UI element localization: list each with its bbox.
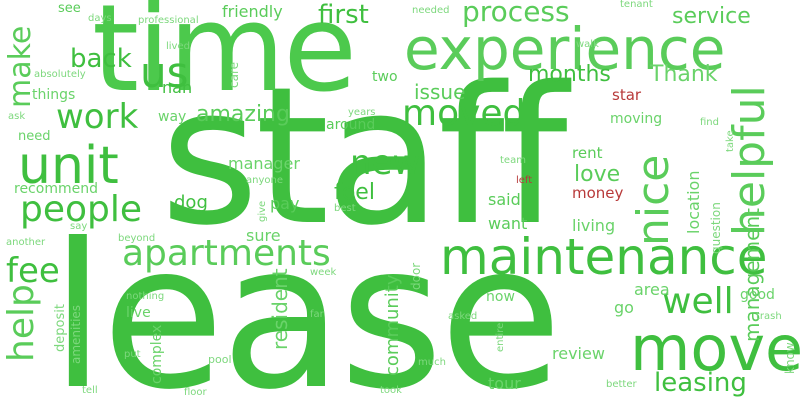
word-money: money: [572, 184, 624, 202]
word-apartments: apartments: [122, 233, 331, 274]
word-dog: dog: [174, 192, 208, 213]
word-resident: resident: [268, 268, 292, 350]
word-time: time: [92, 0, 357, 119]
word-review: review: [552, 344, 605, 363]
word-feel: feel: [334, 180, 375, 205]
word-thank: Thank: [650, 62, 718, 87]
word-leasing: leasing: [654, 368, 747, 398]
word-area: area: [634, 280, 670, 299]
word-star: star: [612, 86, 642, 104]
word-walk: walk: [576, 39, 599, 50]
word-anyone: anyone: [246, 175, 283, 186]
word-issue: issue: [414, 80, 466, 104]
word-pool: pool: [208, 353, 232, 366]
word-tell: tell: [82, 385, 98, 396]
word-better: better: [606, 379, 637, 390]
word-pay: pay: [270, 194, 300, 213]
word-around: around: [326, 117, 376, 133]
word-nice: nice: [628, 154, 679, 246]
word-days: days: [88, 13, 112, 24]
word-entire: entire: [495, 322, 506, 352]
word-community: community: [382, 274, 403, 376]
word-now: now: [486, 289, 515, 305]
word-staff: staff: [160, 46, 568, 267]
word-another: another: [6, 237, 46, 248]
word-absolutely: absolutely: [34, 69, 86, 80]
word-living: living: [572, 216, 616, 235]
word-see: see: [58, 1, 81, 16]
word-unit: unit: [18, 136, 119, 196]
word-love: love: [574, 162, 621, 187]
word-moving: moving: [610, 111, 663, 127]
word-maintenance: maintenance: [440, 228, 768, 286]
word-months: months: [528, 62, 611, 87]
word-location: location: [684, 170, 703, 234]
word-complex: complex: [149, 324, 165, 384]
word-live: live: [126, 305, 151, 321]
word-said: said: [488, 190, 521, 209]
word-work: work: [56, 97, 139, 137]
word-door: door: [409, 262, 423, 290]
word-beyond: beyond: [118, 233, 156, 244]
word-fee: fee: [6, 251, 60, 291]
word-care: care: [227, 61, 241, 88]
word-need: need: [18, 129, 51, 144]
word-recommend: recommend: [14, 181, 98, 197]
word-asked: asked: [448, 311, 478, 322]
word-trash: trash: [756, 311, 782, 322]
word-take: take: [725, 130, 736, 152]
word-know: know: [783, 342, 797, 374]
word-professional: professional: [138, 15, 199, 26]
word-sure: sure: [246, 226, 281, 245]
word-took: took: [380, 385, 402, 396]
word-needed: needed: [412, 5, 450, 16]
word-experience: experience: [404, 15, 726, 83]
word-us: us: [140, 48, 189, 97]
word-find: find: [700, 117, 719, 128]
word-years: years: [348, 107, 376, 118]
word-tenant: tenant: [620, 0, 653, 10]
word-help: help: [1, 284, 42, 362]
word-left: left: [516, 175, 533, 186]
word-good: good: [740, 287, 775, 303]
word-put: put: [124, 349, 141, 360]
word-go: go: [614, 298, 634, 317]
word-deposit: deposit: [53, 304, 68, 352]
word-service: service: [672, 4, 751, 29]
word-rent: rent: [572, 144, 603, 162]
word-new: new: [350, 143, 421, 183]
word-question: question: [709, 202, 723, 254]
word-tour: tour: [488, 374, 521, 393]
word-friendly: friendly: [222, 2, 283, 21]
word-things: things: [32, 87, 76, 103]
word-best: best: [334, 203, 356, 214]
word-lease: lease: [50, 201, 562, 400]
word-nothing: nothing: [126, 291, 165, 302]
word-nan: nan: [162, 78, 193, 97]
word-people: people: [20, 189, 143, 230]
word-way: way: [158, 109, 187, 125]
word-floor: floor: [184, 387, 207, 398]
word-two: two: [372, 69, 398, 85]
word-far: far: [310, 309, 324, 320]
word-process: process: [462, 0, 570, 28]
word-well: well: [662, 281, 734, 322]
word-move: move: [630, 312, 800, 385]
word-first: first: [318, 0, 369, 30]
word-say: say: [70, 221, 88, 232]
word-ask: ask: [8, 111, 26, 122]
word-manager: manager: [228, 154, 300, 173]
word-lived: lived: [166, 41, 190, 52]
word-amazing: amazing: [196, 102, 290, 127]
word-much: much: [418, 357, 446, 368]
word-want: want: [488, 214, 528, 233]
word-week: week: [310, 267, 337, 278]
word-moved: moved: [402, 93, 526, 134]
word-back: back: [70, 44, 132, 74]
word-give: give: [257, 200, 268, 222]
word-team: team: [500, 155, 526, 166]
word-amenities: amenities: [69, 304, 83, 364]
